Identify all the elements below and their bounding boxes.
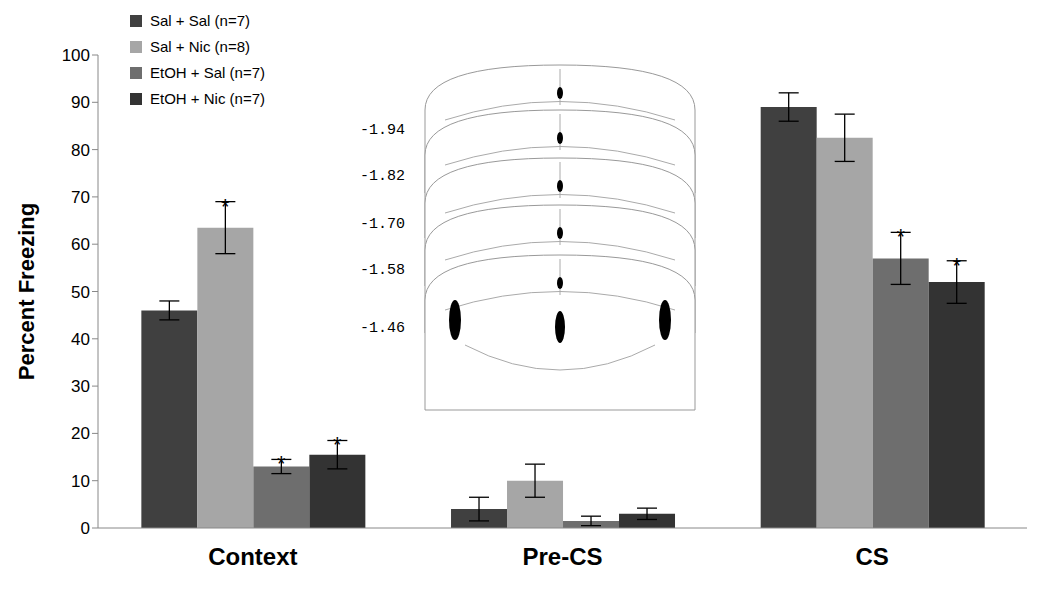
svg-text:100: 100 (62, 46, 90, 65)
svg-text:*: * (952, 253, 961, 278)
svg-text:70: 70 (71, 188, 90, 207)
html-text:EtOH + Nic (n=7): EtOH + Nic (n=7) (150, 90, 265, 107)
svg-text:-1.70: -1.70 (360, 216, 405, 233)
svg-text:*: * (896, 224, 905, 249)
svg-text:90: 90 (71, 93, 90, 112)
svg-text:60: 60 (71, 235, 90, 254)
svg-text:50: 50 (71, 283, 90, 302)
svg-text:*: * (277, 451, 286, 476)
svg-text:Context: Context (208, 543, 297, 570)
svg-text:80: 80 (71, 141, 90, 160)
html-text:Sal + Nic (n=8): Sal + Nic (n=8) (150, 38, 250, 55)
svg-text:*: * (333, 432, 342, 457)
html-text:Sal + Sal (n=7): Sal + Sal (n=7) (150, 12, 251, 29)
svg-text:CS: CS (855, 543, 888, 570)
svg-text:Percent Freezing: Percent Freezing (14, 203, 39, 380)
svg-text:40: 40 (71, 330, 90, 349)
svg-text:-1.94: -1.94 (360, 122, 405, 139)
svg-text:*: * (221, 194, 230, 219)
svg-text:0: 0 (81, 519, 90, 538)
svg-text:20: 20 (71, 424, 90, 443)
svg-text:Pre-CS: Pre-CS (522, 543, 602, 570)
svg-text:-1.82: -1.82 (360, 168, 405, 185)
svg-text:-1.58: -1.58 (360, 262, 405, 279)
svg-text:30: 30 (71, 377, 90, 396)
svg-text:-1.46: -1.46 (360, 320, 405, 337)
html-text:EtOH + Sal (n=7): EtOH + Sal (n=7) (150, 64, 266, 81)
svg-text:10: 10 (71, 472, 90, 491)
